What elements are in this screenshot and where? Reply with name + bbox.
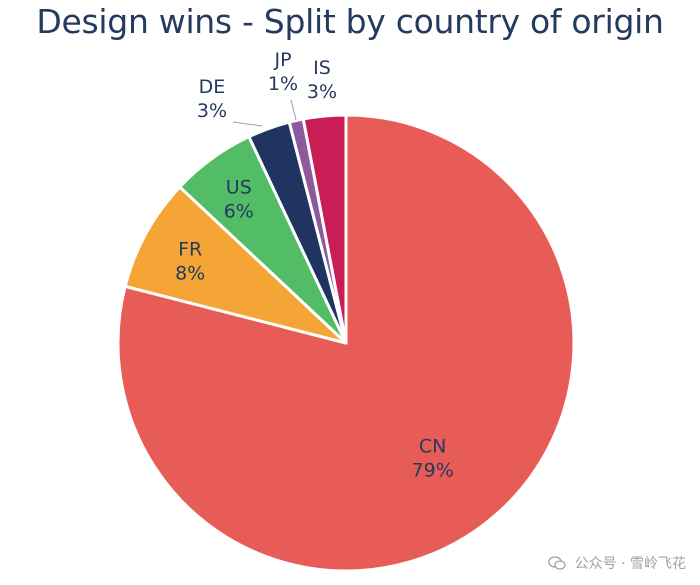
- watermark: 公众号 · 雪岭飞花: [548, 553, 686, 573]
- wechat-icon: [548, 556, 566, 570]
- slice-label-fr: FR: [178, 238, 202, 260]
- slice-value-cn: 79%: [412, 460, 454, 482]
- slice-value-de: 3%: [197, 100, 227, 122]
- pie-slice-is: [301, 113, 348, 345]
- chart-title: Design wins - Split by country of origin: [36, 2, 664, 41]
- slice-label-de: DE: [199, 76, 226, 98]
- slice-label-jp: JP: [273, 49, 291, 71]
- slice-value-fr: 8%: [175, 262, 205, 284]
- slice-value-is: 3%: [307, 81, 337, 103]
- slice-label-is: IS: [313, 57, 331, 79]
- watermark-text: 公众号 · 雪岭飞花: [574, 556, 686, 572]
- pie-slice-fr: [123, 185, 348, 345]
- leader-line-jp: [290, 99, 297, 121]
- slice-value-us: 6%: [224, 200, 254, 222]
- slice-value-jp: 1%: [268, 73, 298, 95]
- slice-label-us: US: [226, 176, 252, 198]
- slice-label-cn: CN: [419, 436, 446, 458]
- leader-line-de: [232, 121, 263, 127]
